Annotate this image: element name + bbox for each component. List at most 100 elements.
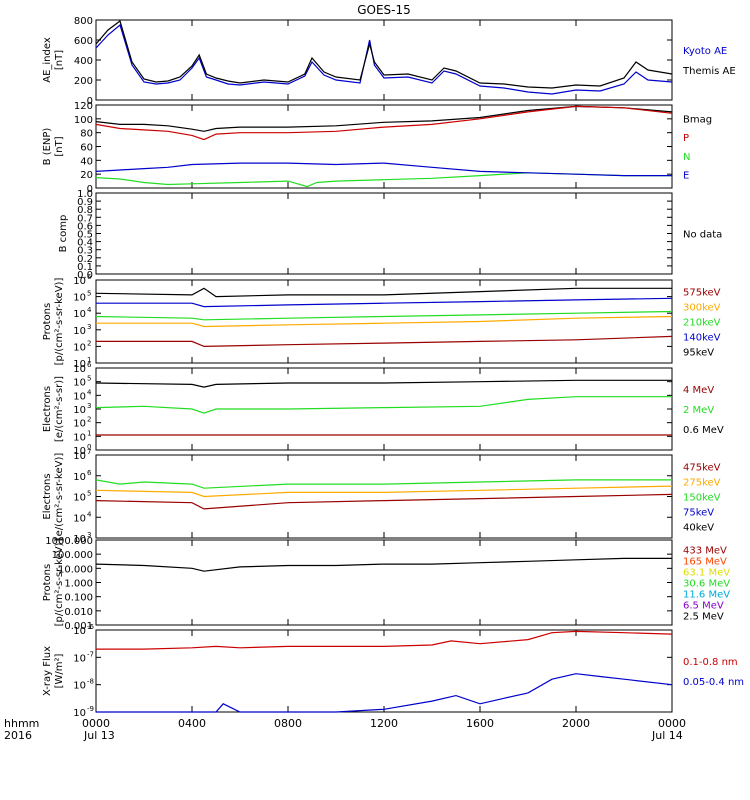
y-tick-label: 40	[80, 156, 93, 167]
x-tick-label: 0000	[658, 717, 686, 730]
y-tick-label: 0.9	[77, 197, 93, 208]
y-axis-title: B (ENP)	[42, 128, 53, 166]
y-tick-label: 10	[73, 405, 86, 416]
y-tick-label: 10	[73, 419, 86, 430]
panel-ae: 0 200 400 600 800 AE_index [nT] Kyoto AE Themis …	[42, 16, 736, 107]
y-tick-label: 10	[73, 359, 86, 370]
y-tick-label: 10	[73, 534, 86, 545]
series-150kev	[95, 479, 672, 489]
y-tick-label: 10	[73, 364, 86, 375]
y-tick-exp: 7	[87, 448, 91, 456]
y-tick-label: 10	[73, 513, 86, 524]
y-tick-exp: -9	[87, 705, 94, 713]
series-bmag	[95, 105, 673, 132]
chart-title: GOES-15	[357, 3, 411, 17]
legend-entry: 575keV	[683, 288, 721, 299]
y-tick-exp: 6	[87, 469, 92, 477]
y-tick-label: 0.0	[77, 270, 93, 281]
legend-entry: 30.6 MeV	[683, 579, 730, 590]
series-2-5-mev	[95, 557, 672, 572]
legend-entry: 0.6 MeV	[683, 425, 724, 436]
x-tick-label: 2000	[562, 717, 590, 730]
y-axis-title: [p/(cm²-s-sr-keV)]	[54, 539, 65, 627]
x-tick-label: 0400	[178, 717, 206, 730]
series-themis-ae	[95, 20, 673, 89]
y-axis-title: [nT]	[54, 136, 65, 156]
y-tick-label: 10	[73, 472, 86, 483]
y-axis-title: Protons	[42, 303, 53, 340]
y-tick-exp: 6	[87, 361, 92, 369]
y-tick-label: 10	[73, 493, 86, 504]
y-tick-label: 10	[73, 391, 86, 402]
panel-bcomp: 0.00.10.20.30.40.50.60.70.80.91.0 B comp N…	[58, 189, 722, 281]
y-tick-label: 0.001	[64, 621, 93, 632]
y-tick-label: 10	[73, 653, 86, 664]
y-tick-label: 1.000	[64, 579, 93, 590]
y-tick-exp: 5	[87, 490, 91, 498]
panel-frame	[95, 539, 673, 626]
legend-entry: 300keV	[683, 303, 721, 314]
y-tick-label: 10	[73, 451, 86, 462]
y-axis-title: Protons	[42, 564, 53, 601]
legend-entry: 150keV	[683, 493, 721, 504]
y-tick-label: 0.6	[77, 221, 93, 232]
y-tick-label: 400	[74, 56, 93, 67]
legend-entry: Kyoto AE	[683, 46, 727, 57]
series-275kev	[95, 485, 673, 498]
time-label: hhmm	[4, 717, 39, 730]
y-axis-title: [p/(cm²-s-sr-keV)]	[54, 278, 65, 366]
legend-entry: 11.6 MeV	[683, 590, 730, 601]
panel-frame	[95, 629, 673, 713]
legend-entry: 0.05-0.4 nm	[683, 677, 744, 688]
y-axis-title: Electrons	[42, 386, 53, 432]
y-axis-title: Electrons	[42, 473, 53, 519]
y-tick-exp: 2	[87, 416, 91, 424]
series-210kev	[95, 310, 673, 321]
legend-entry: 4 MeV	[683, 385, 714, 396]
y-tick-label: 0.5	[77, 230, 93, 241]
series-p	[95, 105, 673, 141]
y-tick-label: 100.000	[52, 550, 93, 561]
x-tick-label: 0800	[274, 717, 302, 730]
y-tick-label: 0	[87, 184, 93, 195]
legend-entry: 0.1-0.8 nm	[683, 657, 738, 668]
end-date-label: Jul 14	[651, 729, 683, 742]
y-tick-exp: 1	[87, 429, 91, 437]
y-tick-label: 1.0	[77, 189, 93, 200]
legend-entry: 475keV	[683, 463, 721, 474]
y-tick-exp: 4	[87, 306, 92, 314]
series-575kev	[96, 335, 673, 348]
legend-entry: 2 MeV	[683, 405, 714, 416]
series-0-6-mev	[95, 379, 672, 388]
y-axis-title: X-ray Flux	[42, 646, 53, 696]
y-tick-exp: 3	[87, 402, 91, 410]
time-axis-footer: hhmm 2016 Jul 13 Jul 14 0000 0400 0800 1200…	[4, 717, 686, 742]
legend-entry: N	[683, 152, 690, 163]
y-tick-label: 120	[74, 101, 93, 112]
y-tick-label: 10	[73, 446, 86, 457]
y-tick-label: 100	[74, 115, 93, 126]
y-tick-label: 10	[73, 293, 86, 304]
legend-entry: 433 MeV	[683, 546, 727, 557]
y-tick-label: 10.000	[58, 564, 93, 575]
y-tick-label: 10	[73, 681, 86, 692]
y-tick-exp: 5	[87, 375, 91, 383]
y-tick-exp: -7	[87, 650, 94, 658]
y-tick-label: 0.8	[77, 205, 93, 216]
y-tick-exp: 6	[87, 273, 92, 281]
y-tick-label: 10	[73, 309, 86, 320]
y-tick-label: 60	[80, 143, 93, 154]
y-tick-exp: -6	[87, 623, 95, 631]
legend-entry: No data	[683, 230, 722, 241]
x-tick-label: 1200	[370, 717, 398, 730]
series-kyoto-ae	[95, 23, 673, 95]
x-tick-labels: 0000 0400 0800 1200 1600 2000 0000	[82, 717, 686, 730]
y-tick-exp: -8	[87, 678, 94, 686]
legend-entry: Bmag	[683, 114, 712, 125]
legend-entry: 6.5 MeV	[683, 601, 724, 612]
panel-protons_mev: 0.001 0.010 0.100 1.000 10.000 100.000 1000.00…	[42, 536, 730, 632]
y-tick-exp: 5	[87, 290, 91, 298]
y-tick-exp: 1	[87, 356, 91, 364]
